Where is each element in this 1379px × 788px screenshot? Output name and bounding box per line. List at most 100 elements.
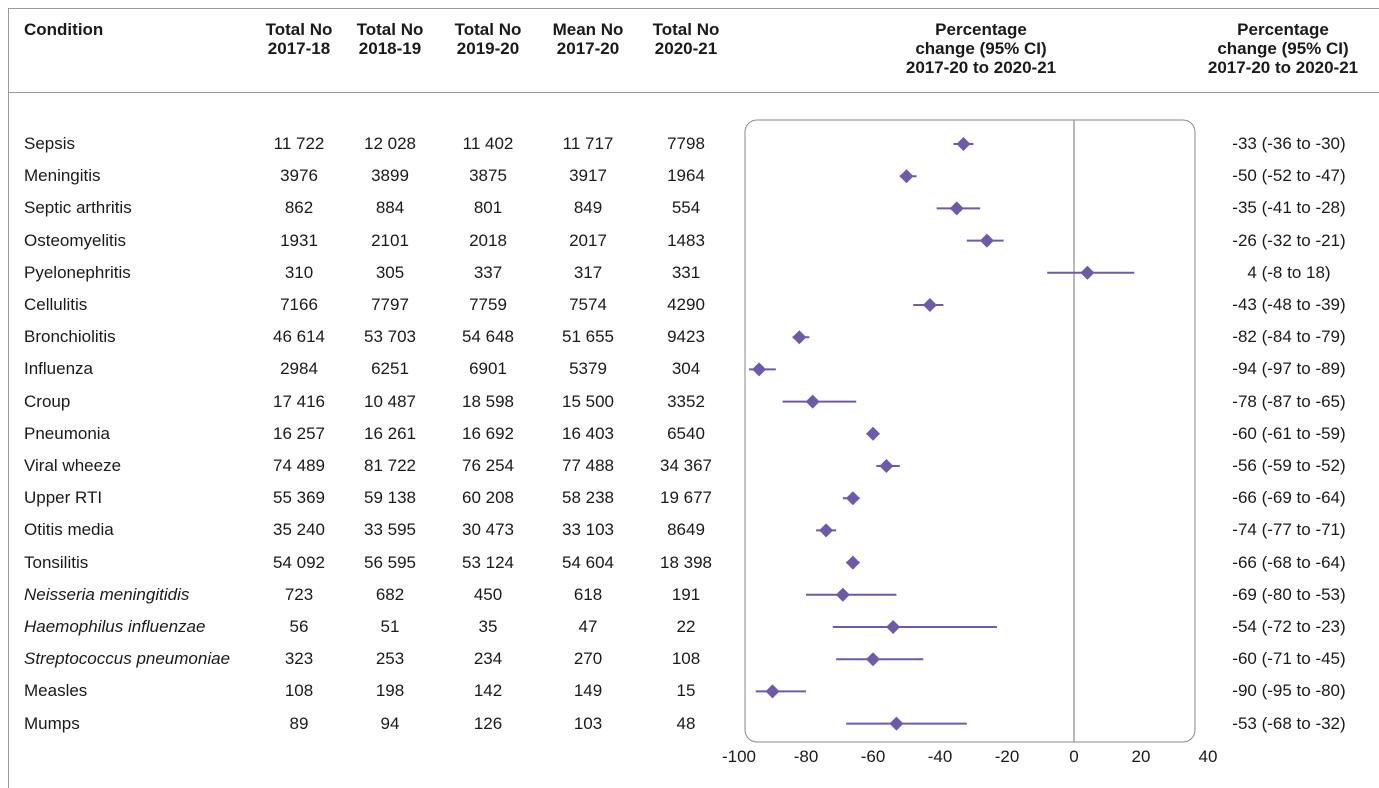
count-cell: 11 717 — [562, 134, 614, 153]
ci-text: -43 (-48 to -39) — [1232, 295, 1346, 314]
count-cell: 270 — [573, 649, 603, 669]
count-cell: 1964 — [667, 166, 705, 186]
count-cell: 54 604 — [562, 552, 614, 572]
count-cell: 2984 — [280, 359, 318, 379]
count-cell: 56 595 — [364, 552, 416, 572]
count-cell: 48 — [676, 713, 696, 733]
count-cell: 22 — [676, 617, 696, 636]
count-cell: 17 416 — [273, 391, 325, 411]
count-cell: 5379 — [569, 359, 607, 379]
count-cell: 450 — [473, 584, 503, 604]
count-cell: 331 — [671, 262, 701, 282]
count-cell: 16 261 — [364, 423, 416, 443]
header-col0-line-0: Total No — [265, 20, 333, 39]
point-estimate-marker — [886, 620, 901, 634]
count-cell: 12 028 — [364, 134, 416, 153]
count-cell: 8649 — [667, 520, 705, 540]
count-cell: 76 254 — [462, 456, 514, 475]
count-cell: 54 092 — [273, 552, 325, 572]
header-col2-line-1: 2019-20 — [456, 39, 520, 58]
count-cell: 7759 — [469, 295, 507, 314]
count-cell: 54 648 — [462, 327, 514, 347]
count-cell: 9423 — [667, 327, 705, 347]
x-tick-label: -60 — [861, 747, 886, 766]
count-cell: 94 — [380, 713, 400, 733]
count-cell: 310 — [284, 262, 314, 282]
count-cell: 19 677 — [660, 488, 712, 508]
count-cell: 317 — [573, 262, 603, 282]
header-col2: Total No 2019-20 — [445, 20, 531, 58]
count-cell: 53 703 — [364, 327, 416, 347]
count-cell: 3875 — [469, 166, 507, 186]
count-cell: 51 655 — [562, 327, 614, 347]
condition-label: Haemophilus influenzae — [24, 617, 206, 636]
header-col3-line-0: Mean No — [552, 20, 624, 39]
count-cell: 60 208 — [462, 488, 514, 508]
condition-label: Croup — [24, 391, 71, 411]
point-estimate-marker — [879, 459, 894, 473]
header-ci-line-2: 2017-20 to 2020-21 — [1207, 58, 1359, 77]
count-cell: 53 124 — [462, 552, 514, 572]
count-cell: 884 — [375, 198, 405, 218]
header-plot-line-1: change (95% CI) — [915, 39, 1047, 58]
ci-text: -26 (-32 to -21) — [1232, 230, 1346, 250]
point-estimate-marker — [979, 233, 994, 248]
condition-label: Sepsis — [24, 134, 76, 153]
point-estimate-marker — [752, 362, 767, 377]
header-col2-line-0: Total No — [454, 20, 522, 39]
ci-text: 4 (-8 to 18) — [1247, 262, 1331, 282]
count-cell: 7798 — [667, 134, 705, 153]
condition-label: Pneumonia — [24, 423, 111, 443]
count-cell: 108 — [671, 649, 701, 669]
count-cell: 35 — [478, 617, 498, 636]
condition-label: Neisseria meningitidis — [24, 584, 190, 604]
count-cell: 3976 — [280, 166, 318, 186]
x-tick-label: -100 — [722, 747, 756, 766]
condition-label: Mumps — [24, 713, 80, 733]
count-cell: 10 487 — [364, 391, 416, 411]
count-cell: 304 — [671, 359, 701, 379]
count-cell: 3352 — [667, 391, 705, 411]
ci-text: -69 (-80 to -53) — [1232, 584, 1346, 604]
point-estimate-marker — [819, 523, 834, 538]
count-cell: 862 — [284, 198, 314, 218]
point-estimate-marker — [922, 298, 937, 312]
count-cell: 16 403 — [562, 423, 614, 443]
count-cell: 55 369 — [273, 488, 325, 508]
point-estimate-marker — [805, 394, 820, 409]
count-cell: 682 — [375, 584, 405, 604]
count-cell: 2101 — [371, 230, 409, 250]
header-col4-line-1: 2020-21 — [654, 39, 718, 58]
header-col0: Total No 2017-18 — [256, 20, 342, 58]
count-cell: 11 402 — [462, 134, 514, 153]
count-cell: 6540 — [667, 423, 705, 443]
count-cell: 305 — [375, 262, 405, 282]
ci-text: -60 (-61 to -59) — [1232, 423, 1346, 443]
condition-label: Tonsilitis — [24, 552, 89, 572]
header-ci-line-1: change (95% CI) — [1217, 39, 1349, 58]
count-cell: 7797 — [371, 295, 409, 314]
condition-label: Streptococcus pneumoniae — [24, 649, 231, 669]
count-cell: 234 — [473, 649, 503, 669]
count-cell: 618 — [573, 584, 603, 604]
count-cell: 59 138 — [364, 488, 416, 508]
count-cell: 56 — [289, 617, 309, 636]
count-cell: 47 — [578, 617, 598, 636]
header-col3-line-1: 2017-20 — [556, 39, 620, 58]
ci-text: -50 (-52 to -47) — [1232, 166, 1346, 186]
point-estimate-marker — [845, 491, 860, 506]
count-cell: 30 473 — [462, 520, 514, 540]
count-cell: 191 — [671, 584, 701, 604]
count-cell: 46 614 — [273, 327, 325, 347]
header-plot-line-0: Percentage — [935, 20, 1027, 39]
ci-text: -78 (-87 to -65) — [1232, 391, 1346, 411]
point-estimate-marker — [792, 330, 807, 345]
condition-label: Measles — [24, 681, 88, 701]
count-cell: 33 103 — [562, 520, 614, 540]
count-cell: 253 — [375, 649, 405, 669]
ci-text: -66 (-69 to -64) — [1232, 488, 1346, 508]
condition-label: Meningitis — [24, 166, 101, 186]
count-cell: 51 — [380, 617, 400, 636]
count-cell: 33 595 — [364, 520, 416, 540]
condition-label: Pyelonephritis — [24, 262, 131, 282]
